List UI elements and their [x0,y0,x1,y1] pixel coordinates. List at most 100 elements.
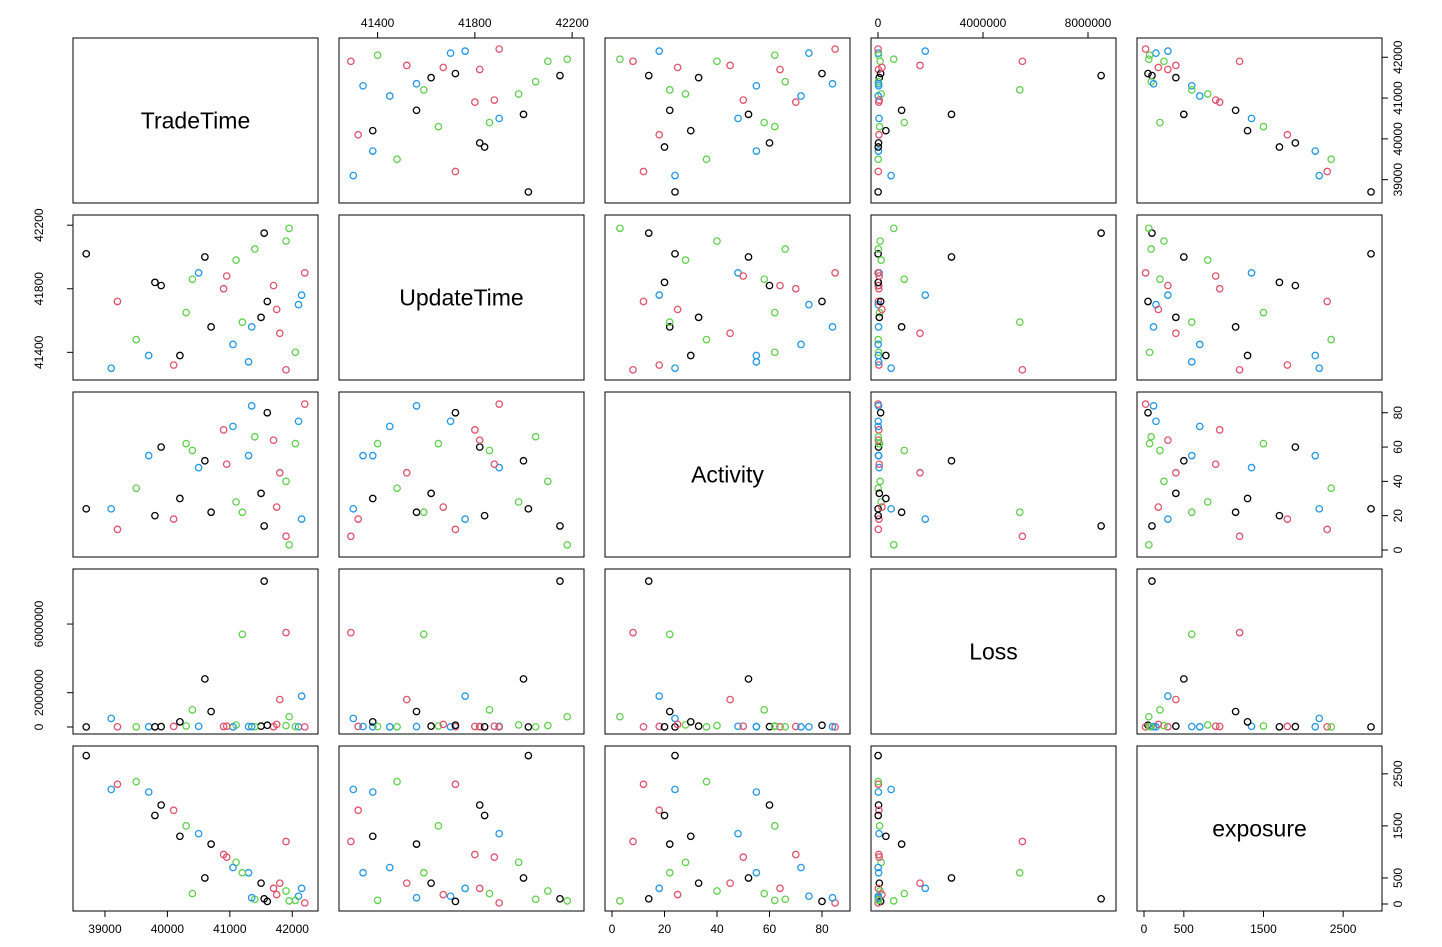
tick-label-top: 41400 [361,16,395,30]
data-point [752,788,761,796]
data-point [874,281,883,290]
data-point [1203,498,1212,506]
data-point [1097,894,1105,903]
data-point [765,722,774,731]
data-point [875,114,883,123]
data-point [373,439,382,448]
data-point [1144,224,1153,233]
data-point [1231,707,1240,716]
data-point [300,400,309,408]
data-point [818,297,826,306]
data-point [874,340,883,349]
data-point [1164,722,1172,731]
diagonal-label-updatetime: UpdateTime [399,285,523,311]
data-point [889,55,898,64]
data-point [1179,675,1188,683]
data-point [1018,57,1027,66]
data-point [874,484,883,493]
data-point [359,868,367,877]
data-point [82,249,91,258]
data-point [752,722,761,731]
data-point [875,460,884,469]
data-point [1152,417,1160,426]
data-point [916,468,924,477]
data-point [874,893,883,902]
data-point [831,269,839,277]
data-point [297,515,306,523]
data-point [874,511,883,520]
data-point [238,630,247,639]
data-point [1283,361,1292,369]
data-point [665,106,674,115]
data-point [1156,118,1164,127]
data-point [1172,695,1180,704]
data-point [282,628,290,637]
data-point [1172,73,1180,82]
data-point [263,897,272,906]
data-point [1187,358,1196,366]
panel-tradetime-activity [604,37,851,204]
data-point [285,897,293,905]
data-point [765,281,774,290]
data-point [770,822,779,830]
data-point [671,249,679,258]
data-point [878,503,886,511]
data-point [1156,275,1164,284]
data-point [238,318,247,326]
data-point [639,167,648,176]
data-point [876,408,885,417]
data-point [272,305,281,314]
data-point [524,751,533,760]
data-point [1149,323,1158,331]
data-point [439,63,448,72]
data-point [285,224,293,233]
data-point [451,69,460,78]
data-point [1164,47,1172,55]
data-point [402,695,411,704]
data-point [1231,323,1240,331]
tick-label-top: 8000000 [1065,16,1112,30]
data-point [739,96,748,104]
data-point [1283,515,1292,523]
tick-label-left: 6000000 [32,600,46,647]
data-point [897,840,906,848]
data-point [1145,722,1154,731]
data-point [874,422,883,431]
data-point [556,577,564,585]
data-point [921,47,930,55]
data-point [1097,229,1105,237]
data-point [250,432,259,441]
data-point [665,318,674,326]
panel-updatetime-loss [870,214,1117,381]
data-point [427,879,435,888]
tick-label-bottom: 42000 [276,922,310,936]
data-point [752,358,761,366]
data-point [144,788,153,796]
data-point [475,436,484,445]
panel-exposure-tradetime [72,745,319,912]
data-point [1275,511,1284,520]
data-point [272,720,281,729]
tick-label-bottom: 39000 [88,922,122,936]
data-point [272,890,281,899]
panel-exposure-activity [604,745,851,912]
data-point [1283,130,1292,139]
data-point [1018,365,1027,374]
data-point [660,811,669,820]
data-point [263,721,272,730]
data-point [107,785,116,794]
data-point [734,722,742,731]
data-point [412,402,421,410]
panel-loss-exposure [1136,568,1383,735]
data-point [514,90,523,98]
data-point [349,785,358,794]
data-point [282,532,290,541]
data-point [157,281,166,290]
tick-label-left: 42200 [32,208,46,242]
data-point [887,171,895,180]
data-point [471,722,479,731]
data-point [113,780,122,789]
data-point [897,323,906,331]
data-point [412,722,421,731]
tick-label-right: 41000 [1391,81,1405,115]
